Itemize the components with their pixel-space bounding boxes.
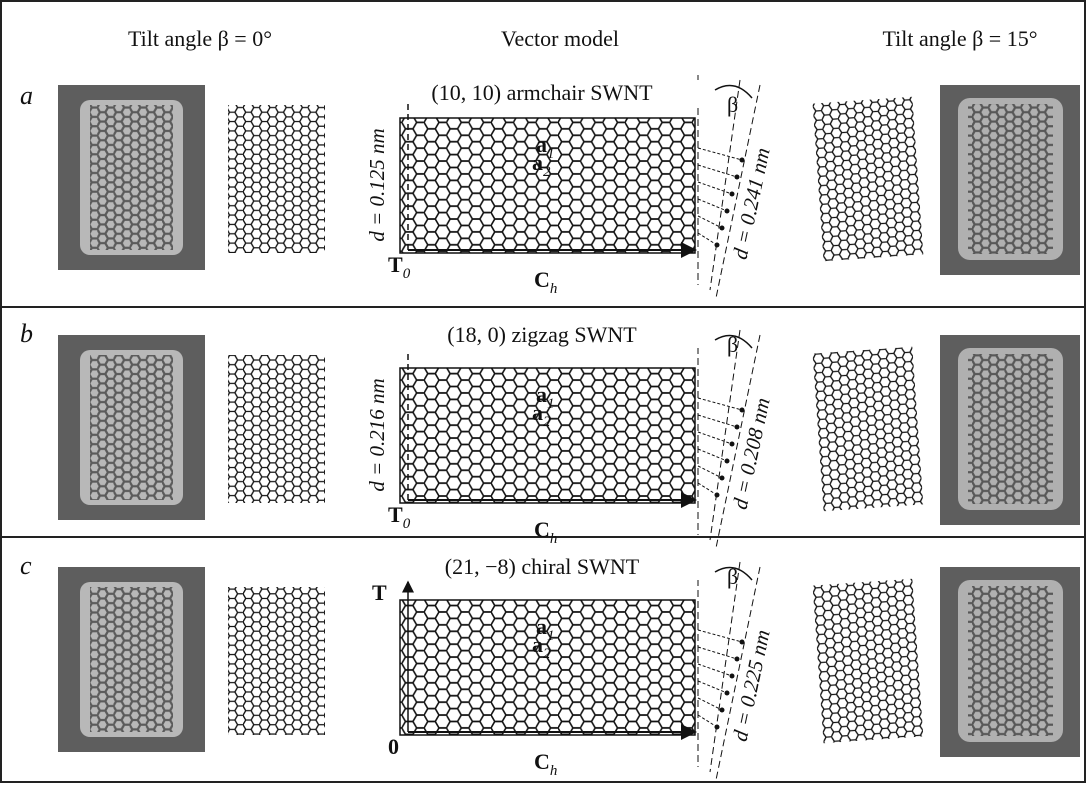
origin-label-sub: 0 [403,266,411,282]
lattice [400,600,695,735]
projection [698,182,732,194]
projection [698,432,732,444]
projection-dot [740,158,745,163]
a2-label-main: a [532,150,543,175]
d-right: d = 0.208 nm [728,396,775,512]
figure: Tilt angle β = 0° Vector model Tilt angl… [0,0,1086,793]
panel-label: c [20,551,32,580]
projection-dot [730,192,735,197]
micrograph-lattice [968,586,1053,736]
a2-label-sub: 2 [543,164,551,180]
d-right: d = 0.225 nm [728,628,775,744]
projection [698,466,722,478]
panel-label: a [20,81,33,110]
projection [698,630,742,642]
axis-label: T [372,580,387,605]
micrograph-lattice [90,355,173,500]
projection [698,664,732,676]
tilted-tube [813,347,924,512]
projection-dot [730,674,735,679]
tube-model [228,355,325,503]
a2-label-sub: 2 [543,414,551,430]
projection [698,415,737,427]
a1-label-sub: 1 [547,396,555,412]
tilted-tube [813,579,924,744]
micrograph-lattice [968,354,1053,504]
projection-dot [715,725,720,730]
header: Tilt angle β = 0° [128,26,272,51]
projection-dot [725,459,730,464]
lattice [400,368,695,503]
micrograph-lattice [968,104,1053,254]
projection-dot [715,243,720,248]
projection-dot [735,657,740,662]
projection [698,715,717,727]
model-title: (21, −8) chiral SWNT [445,554,640,579]
tube-model [228,587,325,735]
ch-label: Ch [534,267,557,297]
a2-label-main: a [532,632,543,657]
projection [698,165,737,177]
tube-model [228,105,325,253]
ch-label-sub: h [550,281,558,297]
ch-label-sub: h [550,531,558,547]
projection-dot [730,442,735,447]
panel-label: b [20,319,33,348]
a2-label-sub: 2 [543,646,551,662]
projection-dot [740,640,745,645]
micrograph-lattice [90,105,173,250]
beta: β [727,92,738,117]
origin-label-sub: 0 [403,516,411,532]
projection-dot [720,226,725,231]
projection [698,148,742,160]
lattice [400,118,695,253]
header: Vector model [501,26,619,51]
header: Tilt angle β = 15° [882,26,1037,51]
projection-dot [725,691,730,696]
projection-dot [720,708,725,713]
projection [698,216,722,228]
d-right: d = 0.241 nm [728,146,775,262]
projection-dot [725,209,730,214]
beta: β [727,332,738,357]
d-left: d = 0.125 nm [365,128,389,241]
projection-dot [735,425,740,430]
ch-label-sub: h [550,763,558,779]
projection [698,483,717,495]
model-title: (18, 0) zigzag SWNT [447,322,637,347]
ch-label: Ch [534,749,557,779]
origin-label: T0 [388,252,411,282]
d-left: d = 0.216 nm [365,378,389,491]
ch-label-main: C [534,267,550,292]
ch-label: Ch [534,517,557,547]
ch-label-main: C [534,749,550,774]
projection [698,233,717,245]
micrograph-lattice [90,587,173,732]
projection [698,398,742,410]
origin-label-main: 0 [388,734,399,759]
a2-label-main: a [532,400,543,425]
a1-label-sub: 1 [547,628,555,644]
origin-label: 0 [388,734,399,759]
model-title: (10, 10) armchair SWNT [431,80,653,105]
a1-label-sub: 1 [547,146,555,162]
projection-dot [735,175,740,180]
tilted-tube [813,97,924,262]
projection [698,698,722,710]
projection-dot [740,408,745,413]
origin-label: T0 [388,502,411,532]
beta: β [727,564,738,589]
origin-label-main: T [388,502,403,527]
ch-label-main: C [534,517,550,542]
origin-label-main: T [388,252,403,277]
projection-dot [715,493,720,498]
projection [698,647,737,659]
projection-dot [720,476,725,481]
